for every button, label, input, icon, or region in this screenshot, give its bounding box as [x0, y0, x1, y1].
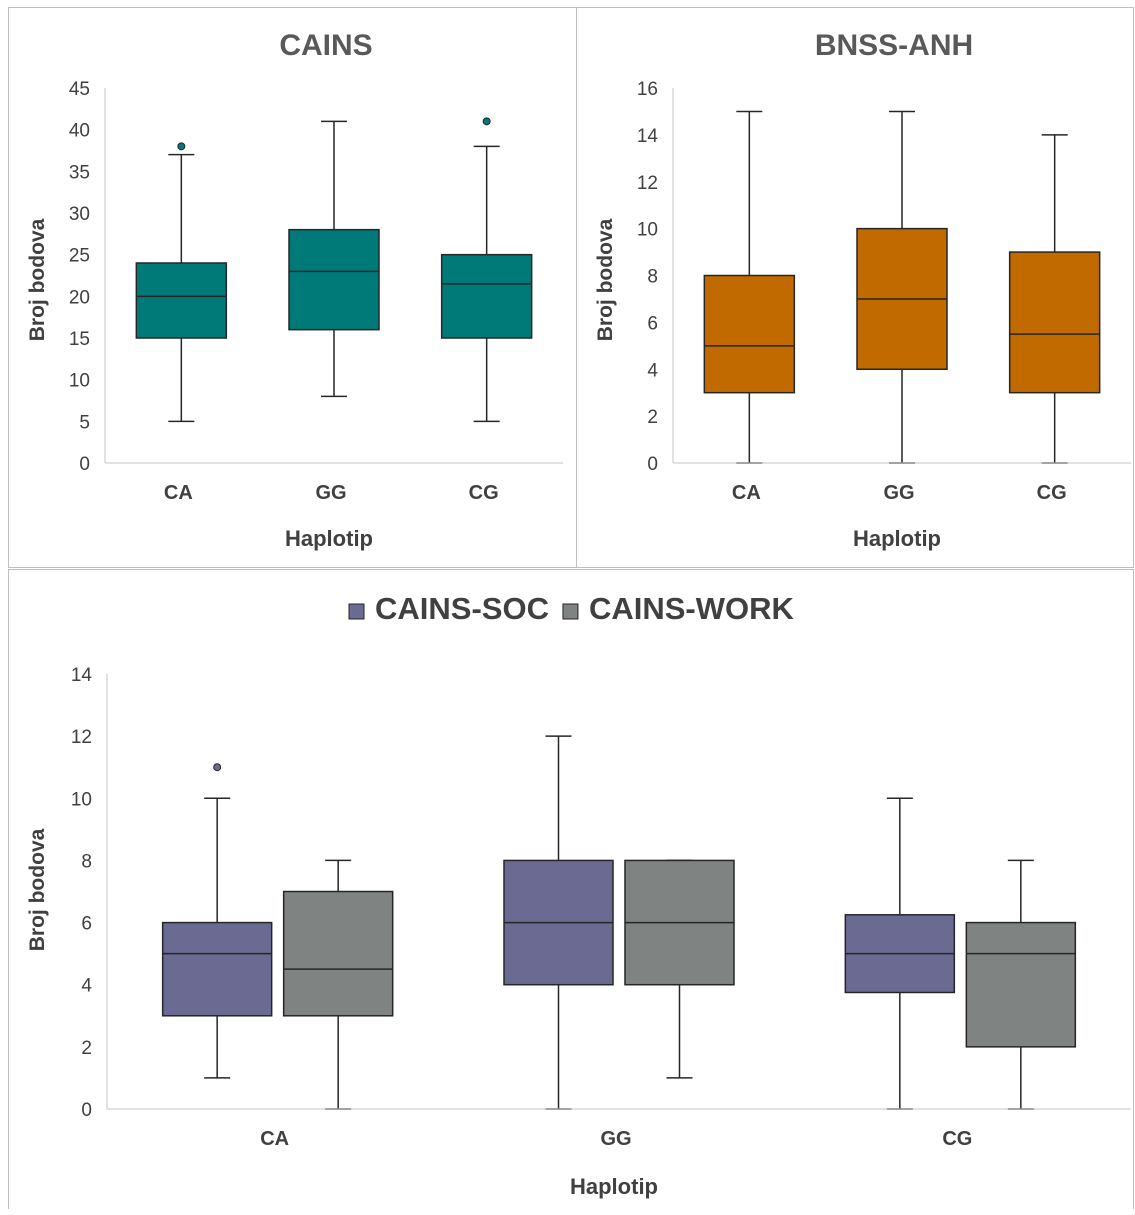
- x-tick-label: GG: [600, 1128, 631, 1150]
- y-tick-label: 12: [637, 173, 658, 194]
- iqr-box: [440, 253, 533, 339]
- box-gg: [288, 120, 380, 398]
- x-axis-title: Haplotip: [285, 526, 373, 551]
- y-tick-label: 4: [81, 976, 92, 997]
- legend: CAINS-SOC CAINS-WORK: [348, 591, 795, 626]
- bnss-anh-chart-panel: BNSS-ANH 0 2 4 6 8 10 12 14 16 Broj bodova Haplotip…: [576, 7, 1134, 568]
- y-tick-label: 8: [81, 851, 92, 872]
- iqr-box: [161, 921, 273, 1017]
- y-tick-label: 35: [69, 162, 90, 183]
- y-axis-title: Broj bodova: [594, 218, 617, 341]
- cains-soc-work-chart: CAINS-SOC CAINS-WORK 0 2 4 6 8 10 12 14 Broj bodov…: [26, 591, 1131, 1199]
- iqr-box: [965, 921, 1077, 1048]
- y-axis-title: Broj bodova: [26, 218, 49, 341]
- chart-title: CAINS: [279, 29, 372, 62]
- y-tick-label: 15: [69, 329, 90, 350]
- y-tick-label: 14: [637, 126, 659, 147]
- y-tick-label: 12: [71, 727, 92, 748]
- x-tick-label: CG: [469, 482, 499, 504]
- y-tick-label: 0: [79, 454, 90, 475]
- y-tick-label: 45: [69, 79, 90, 100]
- outlier-point: [213, 763, 222, 772]
- y-tick-label: 8: [647, 267, 658, 288]
- y-tick-label: 40: [69, 121, 90, 142]
- iqr-box: [135, 262, 228, 339]
- box-cg-cains-soc: [844, 797, 956, 1110]
- cains-chart-panel: CAINS 0 5 10 15 20 25 30 35 40 45 Broj bodova Haplot…: [8, 7, 578, 568]
- box-cg-cains-work: [965, 859, 1077, 1110]
- y-tick-label: 10: [71, 789, 92, 810]
- box-ca: [135, 142, 228, 423]
- iqr-box: [1008, 251, 1101, 394]
- iqr-box: [282, 890, 394, 1017]
- bnss-anh-chart: BNSS-ANH 0 2 4 6 8 10 12 14 16 Broj bodova Haplotip…: [594, 29, 1131, 551]
- y-tick-label: 6: [647, 313, 658, 334]
- y-tick-label: 2: [647, 407, 658, 428]
- y-tick-label: 4: [647, 360, 658, 381]
- legend-label: CAINS-SOC: [375, 591, 549, 626]
- y-tick-label: 0: [647, 454, 658, 475]
- x-axis-title: Haplotip: [570, 1174, 658, 1199]
- x-tick-label: GG: [315, 482, 346, 504]
- y-tick-label: 16: [637, 79, 658, 100]
- iqr-box: [703, 274, 796, 394]
- y-axis-title: Broj bodova: [26, 828, 49, 951]
- outlier-point: [482, 117, 491, 126]
- outlier-point: [177, 142, 186, 151]
- box-ca-cains-soc: [161, 763, 273, 1079]
- y-tick-label: 10: [637, 220, 658, 241]
- iqr-box: [288, 228, 380, 331]
- legend-swatch: [562, 603, 579, 620]
- y-tick-label: 0: [81, 1100, 92, 1121]
- chart-title: BNSS-ANH: [815, 29, 973, 62]
- y-tick-label: 6: [81, 914, 92, 935]
- x-tick-label: CG: [1037, 482, 1067, 504]
- x-tick-label: GG: [883, 482, 914, 504]
- x-tick-label: CA: [260, 1128, 289, 1150]
- x-axis-title: Haplotip: [853, 526, 941, 551]
- box-gg-cains-work: [624, 859, 735, 1079]
- legend-label: CAINS-WORK: [589, 591, 795, 626]
- x-tick-label: CG: [942, 1128, 972, 1150]
- x-tick-label: CA: [164, 482, 193, 504]
- y-tick-label: 5: [79, 412, 90, 433]
- box-gg-cains-soc: [503, 735, 614, 1110]
- y-tick-label: 20: [69, 287, 90, 308]
- y-tick-label: 14: [71, 665, 93, 686]
- box-ca: [703, 110, 796, 464]
- y-tick-label: 25: [69, 246, 90, 267]
- x-tick-label: CA: [732, 482, 761, 504]
- box-cg: [440, 117, 533, 423]
- box-gg: [856, 110, 948, 464]
- box-cg: [1008, 134, 1101, 464]
- y-tick-label: 30: [69, 204, 90, 225]
- box-ca-cains-work: [282, 859, 394, 1110]
- legend-swatch: [348, 603, 365, 620]
- y-tick-label: 10: [69, 371, 90, 392]
- cains-soc-work-chart-panel: CAINS-SOC CAINS-WORK 0 2 4 6 8 10 12 14 Broj bodov…: [8, 569, 1134, 1209]
- cains-chart: CAINS 0 5 10 15 20 25 30 35 40 45 Broj bodova Haplot…: [26, 29, 563, 551]
- y-tick-label: 2: [81, 1038, 92, 1059]
